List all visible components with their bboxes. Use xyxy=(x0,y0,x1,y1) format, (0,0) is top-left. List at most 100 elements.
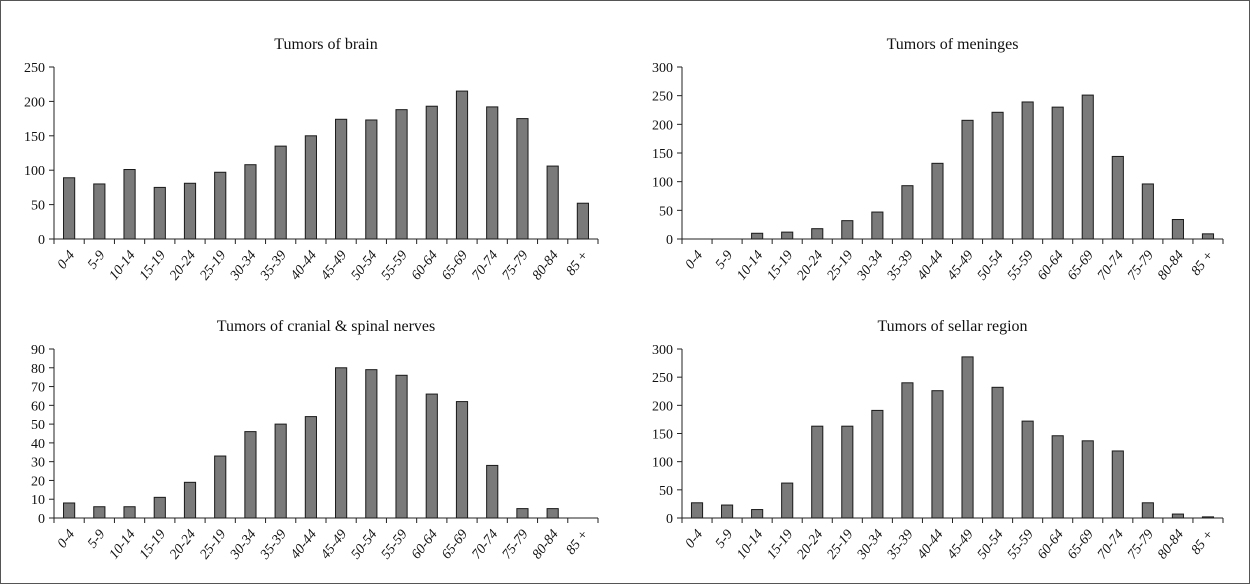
bar-35-39 xyxy=(274,423,287,519)
x-tick-label: 40-44 xyxy=(288,527,320,562)
bar-25-19 xyxy=(841,425,854,519)
x-tick-label: 30-34 xyxy=(854,527,887,563)
x-tick-label: 60-64 xyxy=(1035,527,1067,562)
x-tick-label: 40-44 xyxy=(915,248,947,283)
bar-10-14 xyxy=(123,506,136,519)
x-tick-label: 85 + xyxy=(564,527,592,557)
x-tick-label: 65-69 xyxy=(439,248,471,283)
bar-5-9 xyxy=(93,506,106,519)
bar-35-39 xyxy=(274,145,287,240)
bar-80-84 xyxy=(1171,219,1184,240)
x-tick-label: 25-19 xyxy=(197,248,229,283)
bar-50-54 xyxy=(365,119,378,240)
chart-panel-meninges: Tumors of meninges 0 50 100 150 200 250 300 0-4 5… xyxy=(652,36,1224,284)
bar-55-59 xyxy=(1021,101,1034,240)
chart-panel-sellar: Tumors of sellar region 0 50 100 150 200 250 30… xyxy=(652,318,1224,563)
bar-35-39 xyxy=(901,185,914,240)
bar-35-39 xyxy=(901,382,914,519)
y-tick-label: 250 xyxy=(24,61,45,76)
bar-30-34 xyxy=(871,409,884,519)
x-tick-label: 45-49 xyxy=(945,527,977,562)
x-tick-label: 85 + xyxy=(1189,527,1217,557)
y-tick-label: 150 xyxy=(24,130,45,145)
bar-20-24 xyxy=(183,481,197,519)
y-tick-label: 60 xyxy=(31,399,45,414)
bar-60-64 xyxy=(1051,435,1064,519)
bar-65-69 xyxy=(1081,440,1094,519)
bar-15-19 xyxy=(153,186,166,240)
x-tick-label: 5-9 xyxy=(85,527,108,551)
x-tick-label: 30-34 xyxy=(227,248,260,284)
x-tick-label: 35-39 xyxy=(257,248,290,284)
x-tick-label: 80-84 xyxy=(1155,527,1187,562)
x-tick-label: 70-74 xyxy=(469,527,501,562)
bar-45-49 xyxy=(335,118,348,240)
y-tick-label: 150 xyxy=(652,147,673,162)
x-tick-label: 10-14 xyxy=(107,248,139,283)
x-tick-label: 20-24 xyxy=(167,248,199,283)
bar-15-19 xyxy=(781,231,794,240)
x-tick-label: 0-4 xyxy=(683,527,706,551)
chart-title: Tumors of brain xyxy=(274,36,377,53)
bar-40-44 xyxy=(304,135,317,240)
x-tick-label: 45-49 xyxy=(318,248,350,283)
bar-40-44 xyxy=(931,162,944,240)
bar-0-4 xyxy=(690,502,704,519)
bar-50-54 xyxy=(365,369,378,519)
chart-panel-nerves: Tumors of cranial & spinal nerves 0 10 20 30… xyxy=(31,318,599,563)
x-tick-label: 20-24 xyxy=(794,527,826,562)
y-tick-label: 300 xyxy=(652,343,673,358)
x-tick-label: 25-19 xyxy=(825,527,857,562)
y-tick-label: 100 xyxy=(652,176,673,191)
bar-70-74 xyxy=(486,464,499,519)
bar-85 xyxy=(1201,233,1215,240)
x-tick-label: 50-54 xyxy=(975,527,1007,562)
x-tick-label: 75-79 xyxy=(1125,248,1157,283)
x-tick-label: 60-64 xyxy=(1035,248,1067,283)
bar-70-74 xyxy=(1111,155,1124,240)
x-tick-label: 0-4 xyxy=(55,527,78,551)
bar-10-14 xyxy=(123,169,136,240)
chart-panel-brain: Tumors of brain 0 50 100 150 200 250 0-4 5-910-1… xyxy=(24,36,599,284)
bar-60-64 xyxy=(1051,106,1064,240)
y-tick-label: 200 xyxy=(652,399,673,414)
bar-5-9 xyxy=(721,504,734,519)
bar-55-59 xyxy=(395,374,408,519)
bar-45-49 xyxy=(335,367,348,519)
chart-title: Tumors of cranial & spinal nerves xyxy=(217,318,435,335)
y-tick-label: 0 xyxy=(38,512,45,527)
bar-25-19 xyxy=(841,220,854,240)
x-tick-label: 15-19 xyxy=(764,248,796,283)
bar-85 xyxy=(576,202,589,240)
bar-65-69 xyxy=(455,401,469,519)
x-tick-label: 85 + xyxy=(564,248,592,278)
x-tick-label: 5-9 xyxy=(713,527,736,551)
x-tick-label: 15-19 xyxy=(137,248,169,283)
x-tick-label: 40-44 xyxy=(288,248,320,283)
x-tick-label: 10-14 xyxy=(734,248,766,283)
bar-20-24 xyxy=(183,182,197,240)
y-tick-label: 0 xyxy=(38,233,45,248)
x-tick-label: 20-24 xyxy=(794,248,826,283)
x-tick-label: 60-64 xyxy=(409,527,441,562)
x-tick-label: 65-69 xyxy=(439,527,471,562)
y-tick-label: 0 xyxy=(666,512,673,527)
bar-30-34 xyxy=(244,431,257,519)
x-tick-label: 30-34 xyxy=(227,527,260,563)
y-tick-label: 10 xyxy=(31,493,45,508)
bar-40-44 xyxy=(931,390,944,519)
x-tick-label: 65-69 xyxy=(1065,248,1097,283)
x-tick-label: 15-19 xyxy=(764,527,796,562)
bar-75-79 xyxy=(516,508,529,519)
x-tick-label: 55-59 xyxy=(1005,248,1037,283)
bar-40-44 xyxy=(304,416,317,519)
x-tick-label: 70-74 xyxy=(1095,527,1127,562)
y-tick-label: 70 xyxy=(31,381,45,396)
bar-5-9 xyxy=(93,183,106,240)
bar-70-74 xyxy=(1111,450,1124,519)
y-tick-label: 50 xyxy=(31,418,45,433)
bar-20-24 xyxy=(811,228,824,240)
bar-25-19 xyxy=(214,455,227,519)
bar-30-34 xyxy=(871,211,884,240)
